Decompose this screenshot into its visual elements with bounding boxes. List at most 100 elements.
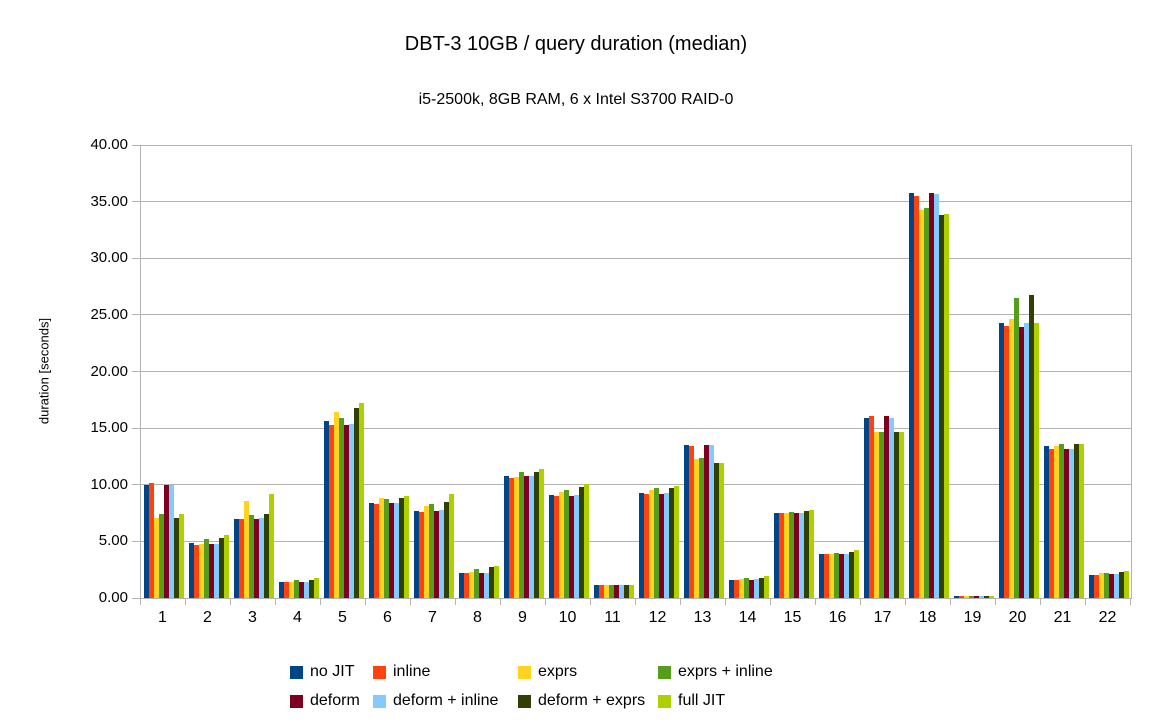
- bar: [818, 553, 824, 598]
- bar: [898, 431, 904, 598]
- bar: [463, 573, 469, 598]
- bar: [828, 553, 834, 598]
- legend-item: deform: [290, 689, 373, 713]
- y-tick-label: 15.00: [90, 419, 128, 437]
- bar: [348, 423, 354, 598]
- bar: [523, 475, 529, 598]
- bar: [683, 445, 689, 598]
- bar: [728, 579, 734, 598]
- x-axis-tick: [185, 599, 186, 605]
- x-axis-tick: [410, 599, 411, 605]
- x-axis-tick: [770, 599, 771, 605]
- bar: [698, 457, 704, 598]
- bar: [468, 571, 474, 598]
- bar: [558, 491, 564, 598]
- bar: [1013, 297, 1019, 598]
- x-axis-tick: [995, 599, 996, 605]
- bar: [1108, 574, 1114, 598]
- x-axis-tick: [275, 599, 276, 605]
- x-axis-tick: [680, 599, 681, 605]
- x-tick-label: 21: [1053, 609, 1072, 626]
- bar: [1053, 446, 1059, 598]
- bar: [368, 502, 374, 598]
- bar: [593, 584, 599, 598]
- bar: [583, 483, 589, 598]
- x-tick-label: 14: [738, 609, 757, 626]
- bar: [258, 517, 264, 598]
- bar: [353, 407, 359, 598]
- bar: [488, 567, 494, 598]
- x-tick-label: 9: [518, 609, 527, 626]
- y-tick-label: 5.00: [98, 532, 128, 550]
- legend-swatch: [518, 665, 531, 679]
- legend-item: exprs: [518, 660, 658, 684]
- y-tick-label: 10.00: [90, 475, 128, 493]
- legend-label: inline: [393, 663, 431, 680]
- bar: [483, 572, 489, 598]
- bar: [548, 494, 554, 598]
- gridline: [141, 540, 1131, 542]
- bar: [528, 475, 534, 598]
- bar: [268, 493, 274, 598]
- bar: [1088, 575, 1094, 598]
- bar: [978, 595, 984, 598]
- legend-label: deform + exprs: [538, 692, 646, 709]
- y-tick-label: 0.00: [98, 589, 128, 606]
- plot-area: [140, 144, 1132, 599]
- bar: [623, 584, 629, 598]
- bar: [908, 192, 914, 598]
- bar: [503, 475, 509, 598]
- y-tick-label: 20.00: [90, 362, 128, 380]
- bar: [863, 417, 869, 598]
- bar: [688, 446, 694, 598]
- bar: [153, 517, 159, 598]
- legend-item: deform + exprs: [518, 689, 658, 713]
- bar: [418, 511, 424, 598]
- bar: [773, 513, 779, 598]
- bar: [473, 568, 479, 598]
- bar: [798, 513, 804, 598]
- bar: [328, 424, 334, 598]
- y-axis-tick: [132, 314, 140, 316]
- y-axis-tick: [132, 427, 140, 429]
- bar: [293, 580, 299, 598]
- x-axis-tick: [725, 599, 726, 605]
- x-tick-label: 10: [558, 609, 577, 626]
- bar: [313, 578, 319, 598]
- bar: [243, 500, 249, 598]
- bar: [278, 582, 284, 598]
- bar: [938, 215, 944, 598]
- bar: [358, 403, 364, 598]
- x-tick-label: 4: [293, 609, 302, 626]
- bar: [748, 579, 754, 598]
- gridline: [141, 257, 1131, 259]
- bar: [1098, 573, 1104, 598]
- bar: [233, 518, 239, 598]
- bar: [1093, 575, 1099, 598]
- bar: [298, 582, 304, 598]
- gridline: [141, 201, 1131, 203]
- bar: [173, 517, 179, 598]
- bar: [163, 484, 169, 598]
- bar: [1103, 573, 1109, 598]
- bar: [388, 502, 394, 598]
- bar: [333, 412, 339, 598]
- bar: [213, 543, 219, 598]
- bar: [433, 510, 439, 598]
- bar: [988, 595, 994, 598]
- bar: [823, 553, 829, 598]
- bar: [223, 535, 229, 598]
- bar: [693, 458, 699, 598]
- bar: [198, 544, 204, 598]
- bar: [923, 208, 929, 598]
- y-tick-label: 25.00: [90, 305, 128, 323]
- bar: [803, 510, 809, 598]
- bar: [718, 463, 724, 598]
- gridline: [141, 314, 1131, 316]
- y-axis-tick: [132, 371, 140, 372]
- bar: [253, 518, 259, 598]
- bar: [883, 415, 889, 598]
- bar: [513, 476, 519, 598]
- bar: [403, 496, 409, 598]
